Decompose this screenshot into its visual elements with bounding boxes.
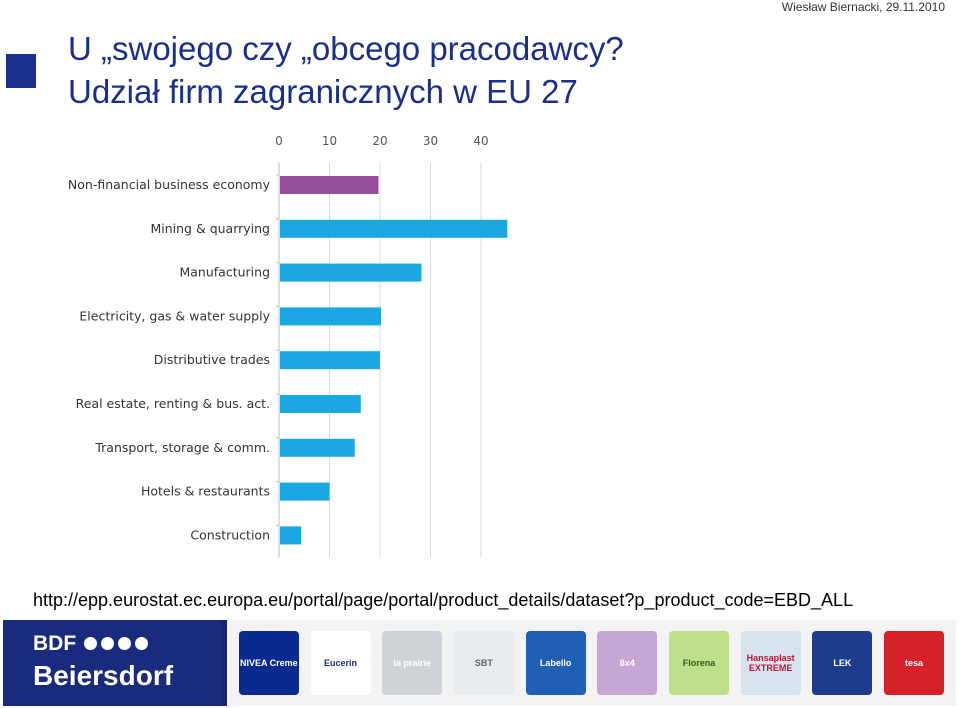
x-tick-label: 40 (473, 134, 488, 148)
dot-icon (118, 637, 132, 650)
bar (280, 219, 508, 238)
bar (280, 351, 380, 370)
category-label: Distributive trades (154, 352, 270, 367)
bar (280, 482, 330, 501)
bdf-dots (80, 632, 149, 656)
category-label: Mining & quarrying (150, 221, 270, 236)
product-image: Labello (525, 631, 586, 695)
category-label: Hotels & restaurants (141, 484, 270, 499)
bar (280, 526, 302, 545)
product-image: LEK (812, 631, 873, 695)
product-image: tesa (884, 631, 945, 695)
dot-icon (135, 637, 149, 650)
category-label: Electricity, gas & water supply (79, 308, 270, 323)
product-image: Eucerin (310, 631, 371, 695)
x-tick-label: 10 (322, 134, 337, 148)
bdf-text: BDF (33, 632, 77, 655)
bar-chart: 0 10 20 30 40 Non-financial business economy M… (68, 134, 508, 557)
category-label: Manufacturing (179, 265, 270, 280)
x-tick-label: 0 (275, 134, 283, 148)
page-title-line-1: U „swojego czy „obcego pracodawcy? (68, 30, 624, 67)
product-image: la prairie (382, 631, 443, 695)
bdf-wordmark: BDF (33, 632, 149, 656)
title-bullet (6, 54, 36, 88)
beiersdorf-logo: BDF Beiersdorf (3, 620, 221, 706)
dot-icon (84, 637, 98, 650)
category-label: Transport, storage & comm. (94, 440, 270, 455)
category-label: Construction (190, 527, 270, 542)
bar (280, 263, 422, 282)
product-image: 8x4 (597, 631, 658, 695)
product-image: Florena (668, 631, 729, 695)
category-label: Non-financial business economy (68, 177, 271, 192)
product-image: NIVEA Creme (238, 631, 299, 695)
bar (280, 438, 355, 457)
product-image: SBT (453, 631, 514, 695)
page-title-line-2: Udział firm zagranicznych w EU 27 (68, 73, 578, 110)
dot-icon (101, 637, 115, 650)
product-image: Hansaplast EXTREME (740, 631, 801, 695)
bar (280, 395, 361, 413)
author-date: Wiesław Biernacki, 29.11.2010 (781, 0, 945, 14)
bar (280, 176, 379, 194)
bar (280, 307, 381, 326)
product-strip: NIVEA Creme Eucerin la prairie SBT Labello 8x… (227, 620, 956, 706)
footer-banner: BDF Beiersdorf NIVEA Creme Eucerin la prai… (3, 620, 956, 706)
brand-name: Beiersdorf (33, 660, 174, 691)
category-label: Real estate, renting & bus. act. (76, 396, 270, 411)
x-tick-label: 20 (372, 134, 387, 148)
source-url: http://epp.eurostat.ec.europa.eu/portal/… (33, 590, 854, 610)
x-tick-label: 30 (423, 134, 438, 148)
